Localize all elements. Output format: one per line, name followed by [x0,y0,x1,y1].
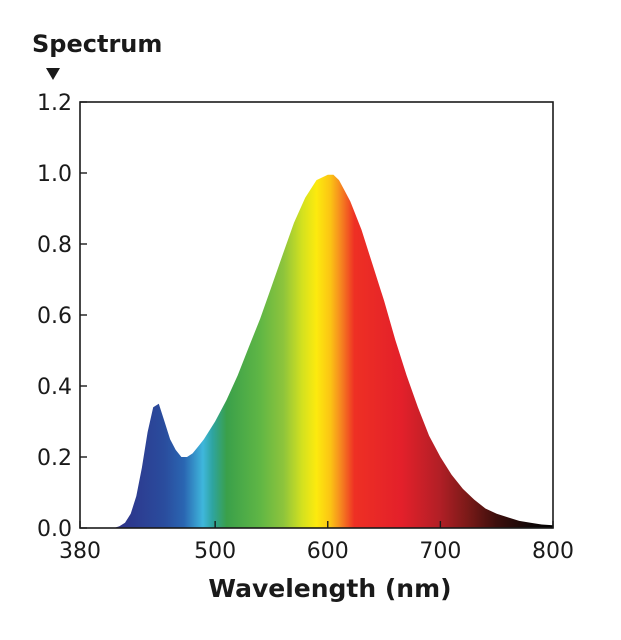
y-tick-label: 1.0 [37,162,72,187]
y-tick-label: 0.4 [37,375,72,400]
x-tick-label: 600 [307,539,349,564]
down-arrow-icon [46,68,60,80]
x-tick-label: 500 [194,539,236,564]
y-axis-title: Spectrum [32,30,162,58]
x-axis: 380 500 600 700 800 [59,521,574,564]
x-tick-label: 800 [532,539,574,564]
x-axis-title: Wavelength (nm) [208,574,451,603]
spectrum-area-layer [102,174,553,528]
x-tick-label: 700 [419,539,461,564]
y-tick-label: 1.2 [37,91,72,116]
x-tick-label: 380 [59,539,101,564]
y-tick-label: 0.0 [37,517,72,542]
y-tick-label: 0.2 [37,446,72,471]
y-tick-label: 0.8 [37,233,72,258]
spectrum-area [102,174,553,528]
y-tick-label: 0.6 [37,304,72,329]
y-axis: 0.0 0.2 0.4 0.6 0.8 1.0 1.2 [37,91,87,542]
